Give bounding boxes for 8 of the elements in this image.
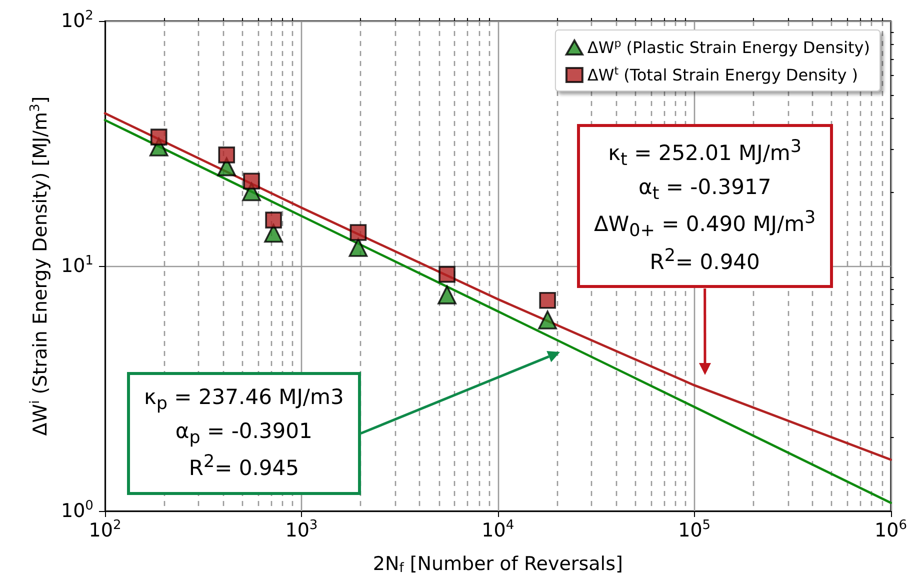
annotation: α$_{p}$ = -0.3901 xyxy=(174,418,314,450)
annotation: ΔW$_{0+}$ = 0.490 MJ/m$^{3}$ xyxy=(594,207,816,244)
annotation: κ$_{t}$ = 252.01 MJ/m$^{3}$ xyxy=(607,136,803,172)
annotation: R$^{2}$= 0.940 xyxy=(648,245,761,276)
annotation: α$_{t}$ = -0.3917 xyxy=(637,174,772,206)
annotation: R$^{2}$= 0.945 xyxy=(188,451,300,482)
y-axis-title: ΔWi (Strain Energy Density) [MJ/m3] xyxy=(28,96,52,436)
annotation: κ$_{p}$ = 237.46 MJ/m3 xyxy=(144,384,344,416)
